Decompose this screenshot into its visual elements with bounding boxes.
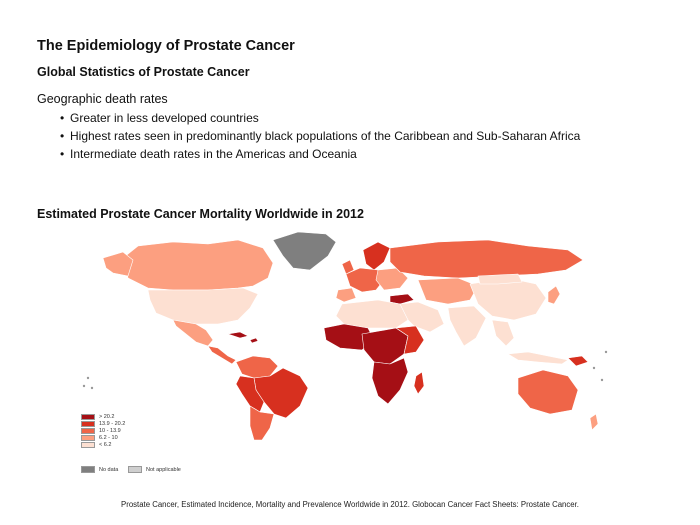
legend-item: 13.9 - 20.2 bbox=[81, 420, 125, 427]
bullet-item: • Intermediate death rates in the America… bbox=[60, 145, 580, 163]
legend-item: 6.2 - 10 bbox=[81, 434, 125, 441]
bullet-list: • Greater in less developed countries • Hi… bbox=[60, 109, 580, 163]
legend-swatch bbox=[81, 441, 95, 448]
legend-label: 6.2 - 10 bbox=[99, 434, 118, 441]
legend-label: 13.9 - 20.2 bbox=[99, 420, 126, 427]
legend-label: > 20.2 bbox=[99, 413, 115, 420]
legend-not-applicable: Not applicable bbox=[128, 466, 181, 473]
map-legend: > 20.2 13.9 - 20.2 10 - 13.9 6.2 - 10 < … bbox=[81, 413, 125, 448]
legend-label: Not applicable bbox=[146, 466, 181, 473]
bullet-item: • Greater in less developed countries bbox=[60, 109, 580, 127]
island-dot bbox=[600, 378, 604, 382]
region-iberia bbox=[335, 287, 357, 303]
region-central-asia bbox=[417, 277, 479, 305]
legend-swatch bbox=[81, 420, 95, 427]
region-canada bbox=[122, 239, 274, 291]
legend-swatch bbox=[81, 427, 95, 434]
bullet-text: Highest rates seen in predominantly blac… bbox=[70, 129, 581, 143]
region-india bbox=[447, 305, 487, 347]
region-indonesia bbox=[507, 351, 569, 365]
legend-item: 10 - 13.9 bbox=[81, 427, 125, 434]
island-dot bbox=[90, 386, 94, 390]
map-title: Estimated Prostate Cancer Mortality Worl… bbox=[37, 207, 364, 221]
region-north-africa bbox=[335, 299, 409, 329]
bullet-icon: • bbox=[60, 129, 65, 143]
legend-label: 10 - 13.9 bbox=[99, 427, 121, 434]
island-dot bbox=[592, 366, 596, 370]
region-papua bbox=[567, 355, 589, 367]
bullet-item: • Highest rates seen in predominantly bla… bbox=[60, 127, 580, 145]
region-alaska bbox=[102, 251, 134, 277]
bullet-text: Intermediate death rates in the Americas… bbox=[70, 147, 357, 161]
source-citation: Prostate Cancer, Estimated Incidence, Mo… bbox=[121, 500, 579, 509]
slide-subtitle: Global Statistics of Prostate Cancer bbox=[37, 65, 250, 79]
region-scandinavia bbox=[362, 241, 391, 271]
region-russia bbox=[389, 239, 584, 279]
legend-no-data: No data bbox=[81, 466, 118, 473]
region-japan bbox=[547, 285, 561, 305]
section-label: Geographic death rates bbox=[37, 92, 168, 106]
bullet-icon: • bbox=[60, 111, 65, 125]
legend-swatch bbox=[81, 466, 95, 473]
region-madagascar bbox=[413, 371, 425, 395]
legend-label: < 6.2 bbox=[99, 441, 112, 448]
island-dot bbox=[82, 384, 86, 388]
region-central-america bbox=[207, 345, 237, 365]
region-caribbean bbox=[227, 331, 259, 344]
island-dot bbox=[86, 376, 90, 380]
region-uk-ireland bbox=[341, 259, 355, 275]
region-colombia-venezuela bbox=[235, 355, 279, 379]
world-mortality-map bbox=[82, 231, 608, 441]
region-southern-africa bbox=[371, 357, 409, 405]
region-argentina-chile bbox=[249, 405, 275, 441]
region-mongolia bbox=[477, 273, 523, 285]
legend-label: No data bbox=[99, 466, 119, 473]
bullet-icon: • bbox=[60, 147, 65, 161]
region-turkey bbox=[389, 293, 415, 305]
legend-swatch bbox=[81, 434, 95, 441]
legend-item: > 20.2 bbox=[81, 413, 125, 420]
region-southeast-asia bbox=[491, 319, 515, 347]
bullet-text: Greater in less developed countries bbox=[70, 111, 259, 125]
island-dot bbox=[604, 350, 608, 354]
region-central-africa bbox=[361, 327, 409, 365]
region-usa bbox=[147, 287, 259, 325]
legend-swatch bbox=[81, 413, 95, 420]
region-east-africa bbox=[395, 325, 425, 355]
legend-swatch bbox=[128, 466, 142, 473]
region-greenland bbox=[272, 231, 337, 271]
region-new-zealand bbox=[589, 413, 599, 431]
region-australia bbox=[517, 369, 579, 415]
legend-item: < 6.2 bbox=[81, 441, 125, 448]
slide-title: The Epidemiology of Prostate Cancer bbox=[37, 38, 295, 54]
